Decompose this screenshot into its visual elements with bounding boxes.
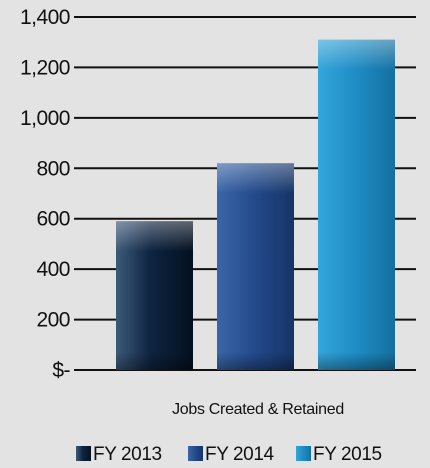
legend-item: FY 2013	[76, 444, 162, 465]
bar-body	[318, 39, 395, 370]
y-tick-label: 400	[36, 258, 70, 281]
legend: FY 2013 FY 2014 FY 2015	[76, 444, 382, 465]
y-tick-label: 800	[36, 157, 70, 180]
y-tick-label: 200	[36, 309, 70, 332]
bar-highlight	[116, 221, 193, 252]
y-axis-tick-labels: $- 200 400 600 800 1,000 1,200 1,400	[20, 6, 71, 382]
legend-label: FY 2015	[313, 444, 382, 465]
bar-base-shadow	[318, 352, 395, 370]
bar-base-shadow	[116, 352, 193, 370]
bar-fy-2015	[318, 39, 395, 370]
legend-swatch	[296, 446, 311, 461]
legend-label: FY 2013	[93, 444, 162, 465]
x-axis-title: Jobs Created & Retained	[172, 401, 344, 418]
legend-label: FY 2014	[205, 444, 275, 465]
bar-highlight	[217, 163, 294, 194]
legend-item: FY 2015	[296, 444, 382, 465]
bar-body	[217, 163, 294, 370]
bar-fy-2014	[217, 163, 294, 370]
bar-fy-2013	[116, 221, 193, 370]
legend-swatch	[188, 446, 203, 461]
legend-item: FY 2014	[188, 444, 275, 465]
bar-highlight	[318, 39, 395, 70]
y-tick-label: 1,000	[20, 107, 70, 130]
legend-swatch	[76, 446, 91, 461]
y-tick-label: 1,400	[20, 6, 70, 29]
bar-base-shadow	[217, 352, 294, 370]
y-tick-label: $-	[52, 359, 70, 382]
y-tick-label: 1,200	[20, 56, 70, 79]
bars	[116, 39, 395, 370]
y-tick-label: 600	[36, 208, 70, 231]
